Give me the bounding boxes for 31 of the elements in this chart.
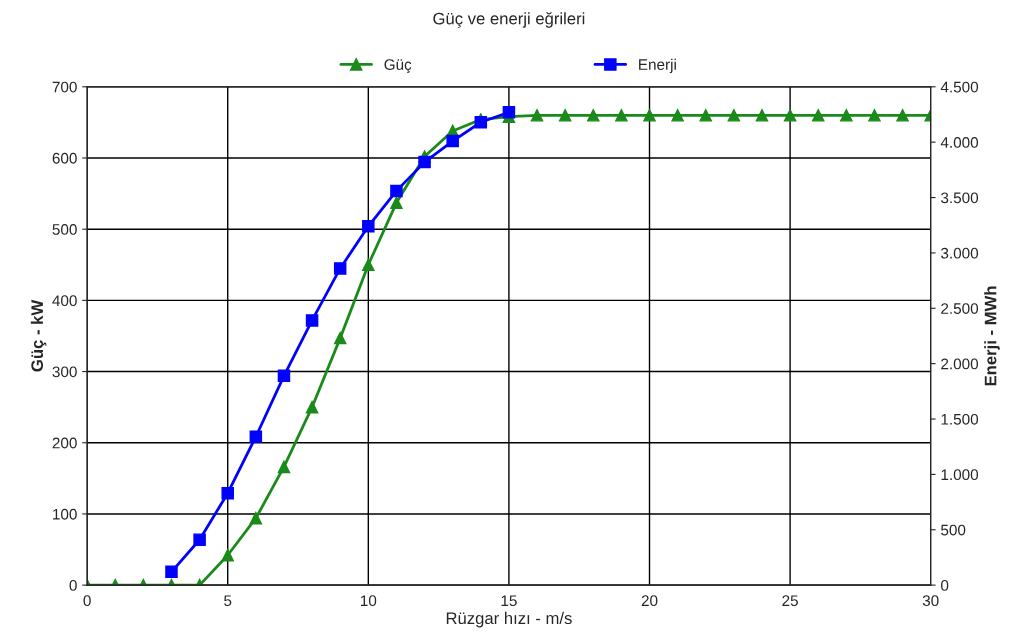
y-tick-label: 600 xyxy=(52,152,77,164)
y2-axis-title: Enerji - MWh xyxy=(984,286,1000,386)
y2-tick-label: 1.000 xyxy=(941,469,979,481)
x-tick-label: 30 xyxy=(922,595,939,607)
y2-tick-label: 500 xyxy=(941,524,966,536)
x-tick-label: 5 xyxy=(224,595,232,607)
y-tick-label: 500 xyxy=(52,224,77,235)
y-tick-label: 400 xyxy=(52,295,77,307)
y-axis-title: Güç - kW xyxy=(30,299,47,372)
x-tick-label: 10 xyxy=(360,595,377,607)
y2-tick-label: 0 xyxy=(941,580,949,591)
y-tick-label: 200 xyxy=(52,437,77,449)
y-tick-label: 300 xyxy=(52,366,77,378)
x-axis-title: Rüzgar hızı - m/s xyxy=(446,611,572,628)
x-tick-label: 25 xyxy=(782,595,798,607)
legend-label: Güç xyxy=(384,59,412,74)
y2-tick-label: 2.500 xyxy=(941,303,979,314)
y-tick-label: 100 xyxy=(53,508,77,520)
y-tick-label: 700 xyxy=(52,81,77,93)
y2-tick-label: 3.000 xyxy=(941,247,979,259)
chart-title: Güç ve enerji eğrileri xyxy=(433,12,585,28)
y2-tick-label: 1.500 xyxy=(941,413,979,425)
y2-tick-label: 4.000 xyxy=(940,137,979,148)
legend-label: Enerji xyxy=(639,58,676,73)
y2-tick-label: 2.000 xyxy=(941,358,979,370)
x-tick-label: 20 xyxy=(641,595,658,607)
y2-tick-label: 3.500 xyxy=(941,192,979,204)
y2-tick-label: 4.500 xyxy=(940,81,979,93)
x-tick-label: 15 xyxy=(501,595,517,607)
x-tick-label: 0 xyxy=(83,595,91,607)
y-tick-label: 0 xyxy=(69,580,77,591)
